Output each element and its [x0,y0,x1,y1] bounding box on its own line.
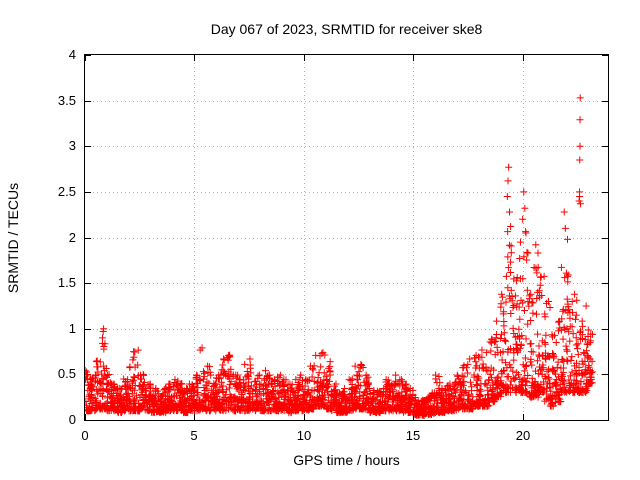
y-tick-label-1p5: 1.5 [57,275,76,290]
x-tick-label-0: 0 [81,428,89,443]
x-axis-label: GPS time / hours [293,452,400,468]
y-tick-label-2: 2 [68,230,76,245]
chart-title: Day 067 of 2023, SRMTID for receiver ske… [210,21,483,37]
y-tick-label-0p5: 0.5 [57,366,76,381]
scatter-canvas [85,55,608,420]
y-tick-label-0: 0 [68,412,76,427]
x-tick-label-15: 15 [405,428,421,443]
x-tick-label-20: 20 [515,428,531,443]
plot-area [84,54,609,421]
x-tick-label-5: 5 [190,428,198,443]
y-tick-label-1: 1 [68,321,76,336]
y-tick-label-2p5: 2.5 [57,184,76,199]
y-tick-label-3p5: 3.5 [57,93,76,108]
y-tick-label-4: 4 [68,47,76,62]
y-tick-label-3: 3 [68,138,76,153]
x-tick-label-10: 10 [296,428,312,443]
